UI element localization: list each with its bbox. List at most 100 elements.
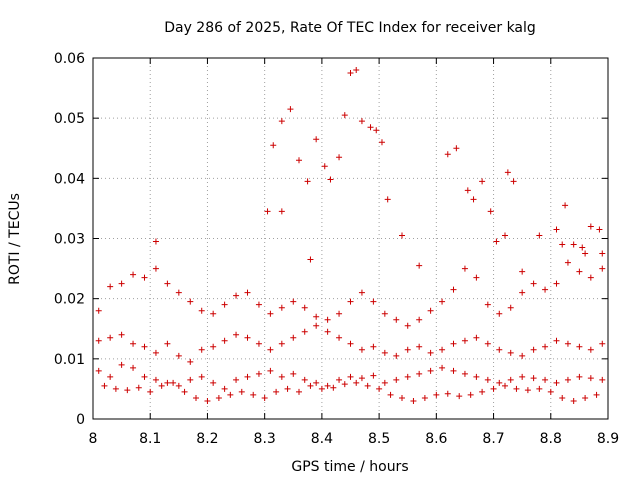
data-point-marker xyxy=(255,301,262,308)
data-point-marker xyxy=(347,373,354,380)
data-point-marker xyxy=(507,376,514,383)
data-point-marker xyxy=(130,340,137,347)
data-point-marker xyxy=(313,379,320,386)
data-point-marker xyxy=(450,286,457,293)
data-point-marker xyxy=(347,298,354,305)
data-point-marker xyxy=(562,202,569,209)
data-point-marker xyxy=(530,375,537,382)
data-point-marker xyxy=(536,232,543,239)
y-tick-label: 0.02 xyxy=(54,292,85,308)
data-point-marker xyxy=(107,334,114,341)
data-point-marker xyxy=(301,304,308,311)
data-point-marker xyxy=(381,310,388,317)
data-point-marker xyxy=(313,136,320,143)
data-point-marker xyxy=(553,226,560,233)
data-point-marker xyxy=(287,106,294,113)
data-point-marker xyxy=(330,384,337,391)
y-tick-label: 0.06 xyxy=(54,51,85,67)
data-point-marker xyxy=(255,340,262,347)
data-point-marker xyxy=(427,307,434,314)
data-point-marker xyxy=(547,388,554,395)
data-point-marker xyxy=(187,358,194,365)
data-point-marker xyxy=(450,340,457,347)
data-point-marker xyxy=(410,397,417,404)
data-point-marker xyxy=(484,301,491,308)
data-point-marker xyxy=(404,322,411,329)
data-point-marker xyxy=(559,241,566,248)
data-point-marker xyxy=(124,387,131,394)
data-point-marker xyxy=(393,352,400,359)
data-point-marker xyxy=(141,373,148,380)
data-point-marker xyxy=(204,397,211,404)
data-point-marker xyxy=(444,151,451,158)
data-point-marker xyxy=(370,372,377,379)
data-point-marker xyxy=(553,280,560,287)
data-point-marker xyxy=(596,226,603,233)
data-point-marker xyxy=(221,337,228,344)
data-point-marker xyxy=(181,388,188,395)
data-point-marker xyxy=(479,178,486,185)
data-point-marker xyxy=(536,385,543,392)
data-point-marker xyxy=(493,238,500,245)
data-point-marker xyxy=(244,289,251,296)
x-tick-label: 8.6 xyxy=(425,431,447,447)
y-tick-label: 0.01 xyxy=(54,352,85,368)
data-point-marker xyxy=(101,382,108,389)
data-point-marker xyxy=(112,385,119,392)
data-point-marker xyxy=(599,265,606,272)
data-point-marker xyxy=(399,394,405,401)
chart-title: Day 286 of 2025, Rate Of TEC Index for r… xyxy=(164,20,536,36)
data-point-marker xyxy=(370,298,377,305)
data-point-marker xyxy=(210,310,217,317)
data-point-marker xyxy=(433,391,440,398)
data-point-marker xyxy=(255,370,262,377)
x-tick-label: 8.9 xyxy=(597,431,619,447)
data-point-marker xyxy=(347,70,354,77)
data-point-marker xyxy=(370,343,377,350)
data-point-marker xyxy=(221,385,228,392)
data-point-marker xyxy=(250,391,257,398)
data-point-marker xyxy=(582,250,589,257)
data-point-marker xyxy=(152,376,159,383)
data-point-marker xyxy=(358,346,365,353)
data-point-marker xyxy=(324,382,331,389)
data-point-marker xyxy=(95,337,102,344)
data-point-marker xyxy=(427,367,434,374)
data-point-marker xyxy=(290,298,297,305)
data-point-marker xyxy=(510,178,517,185)
data-point-marker xyxy=(327,176,334,183)
data-point-marker xyxy=(187,298,194,305)
data-point-marker xyxy=(313,313,320,320)
data-point-marker xyxy=(313,322,320,329)
data-point-marker xyxy=(296,157,302,164)
data-point-marker xyxy=(358,289,365,296)
data-point-marker xyxy=(107,283,114,290)
data-point-marker xyxy=(587,223,594,230)
data-point-marker xyxy=(193,394,199,401)
data-point-marker xyxy=(290,334,297,341)
data-point-marker xyxy=(416,370,423,377)
data-point-marker xyxy=(473,373,480,380)
x-tick-label: 8 xyxy=(89,431,98,447)
data-point-marker xyxy=(524,387,531,394)
data-point-marker xyxy=(147,388,154,395)
data-point-marker xyxy=(542,376,549,383)
data-point-marker xyxy=(261,394,268,401)
data-point-marker xyxy=(353,67,360,74)
data-point-marker xyxy=(210,379,217,386)
data-point-marker xyxy=(107,373,114,380)
data-point-marker xyxy=(373,127,380,134)
data-point-marker xyxy=(507,349,514,356)
data-point-marker xyxy=(599,250,606,257)
data-point-marker xyxy=(318,385,325,392)
y-tick-label: 0.03 xyxy=(54,232,85,248)
data-point-marker xyxy=(307,382,314,389)
plot-frame xyxy=(92,57,609,420)
data-point-marker xyxy=(301,376,308,383)
data-point-marker xyxy=(439,346,446,353)
data-point-marker xyxy=(130,271,137,278)
data-point-marker xyxy=(553,337,560,344)
data-point-marker xyxy=(321,163,328,170)
data-point-marker xyxy=(570,397,577,404)
